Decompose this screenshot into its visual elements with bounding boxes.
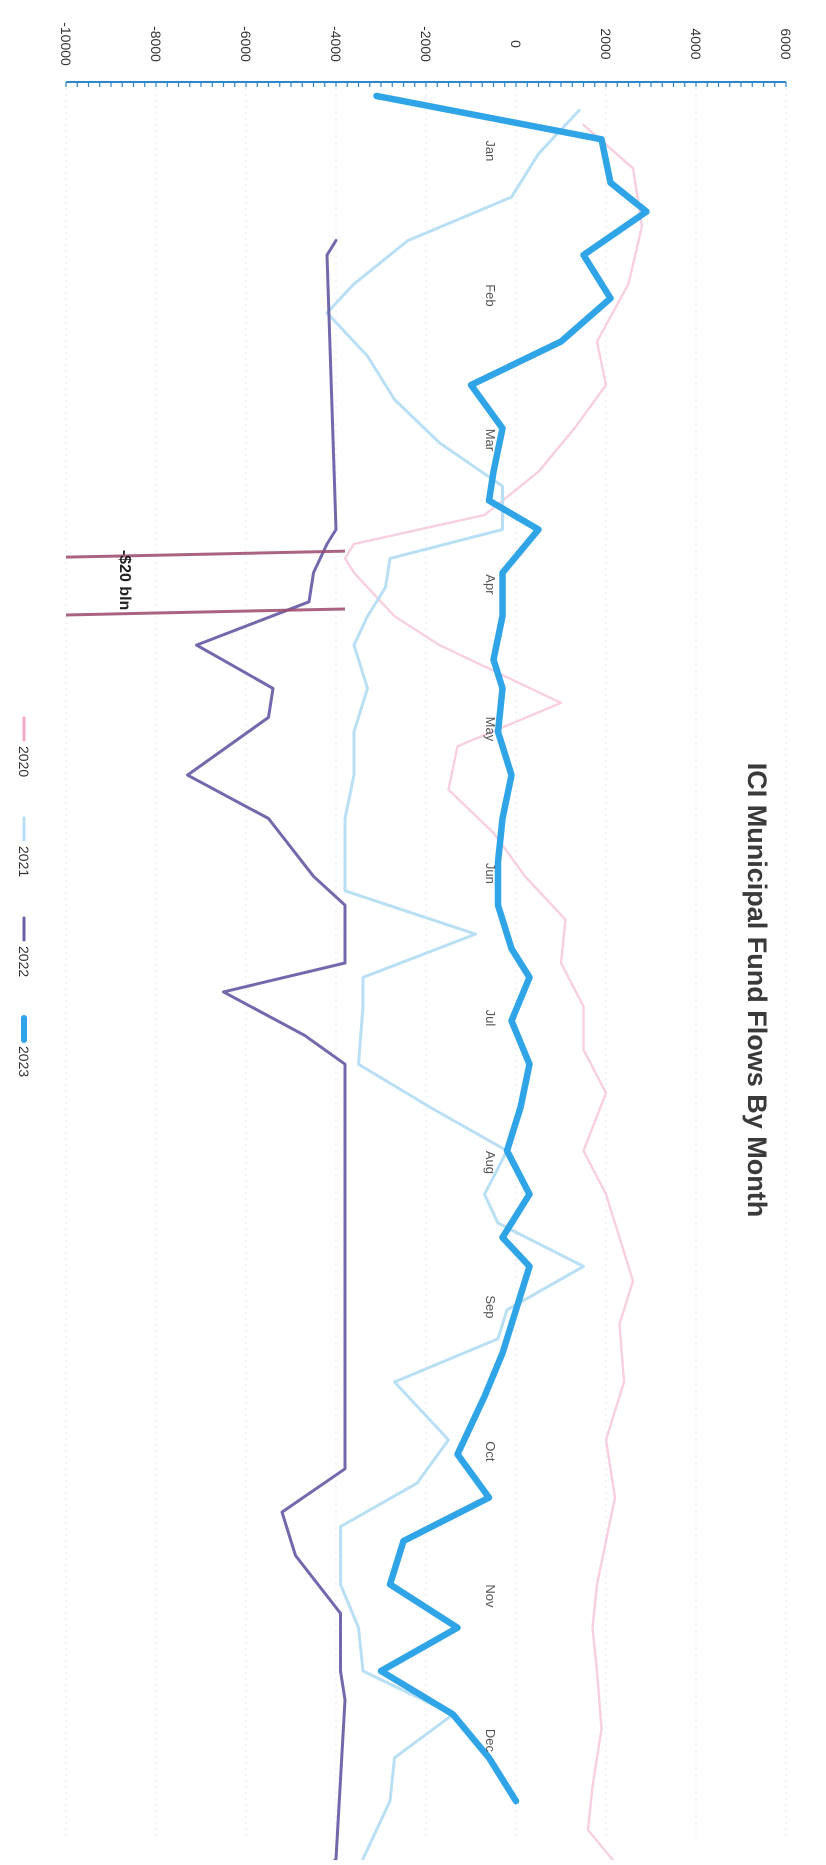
month-label: Jul	[483, 1010, 498, 1027]
annotation-label: -$20 bln	[116, 550, 133, 610]
month-label: Mar	[483, 429, 498, 452]
month-label: Jun	[483, 863, 498, 884]
month-label: Aug	[483, 1151, 498, 1174]
month-label: Dec	[483, 1729, 498, 1753]
series-line-2020	[343, 123, 644, 1865]
month-label: May	[483, 717, 498, 742]
annotation: -$20 bln	[65, 549, 346, 617]
series-line-2021	[325, 109, 585, 1865]
month-label: Oct	[483, 1441, 498, 1462]
y-tick-label: 2000	[598, 28, 614, 59]
annotation-line	[65, 607, 346, 617]
legend: 2020 2021 2022 2023	[16, 716, 32, 1077]
gridlines	[65, 88, 787, 1840]
annotation-line	[65, 549, 346, 559]
legend-label: 2021	[16, 846, 32, 877]
y-tick-label: 6000	[778, 28, 794, 59]
y-tick-label: 4000	[688, 28, 704, 59]
y-tick-label: -2000	[418, 26, 434, 62]
month-label: Nov	[483, 1584, 498, 1608]
month-labels: Jan Feb Mar Apr May Jun Jul Aug Sep Oct Nov Dec	[483, 140, 498, 1752]
legend-label: 2022	[16, 946, 32, 977]
y-tick-label: -6000	[238, 26, 254, 62]
month-label: Sep	[483, 1295, 498, 1318]
series-line-2023	[373, 92, 650, 1805]
legend-label: 2023	[16, 1046, 32, 1077]
chart-title: ICI Municipal Fund Flows By Month	[742, 763, 772, 1217]
month-label: Feb	[483, 284, 498, 306]
value-axis: -10000 -8000 -6000 -4000 -2000 0 2000 4000 6000	[58, 22, 794, 87]
legend-label: 2020	[16, 746, 32, 777]
series-lines	[186, 92, 650, 1865]
month-label: Apr	[483, 574, 498, 595]
month-label: Jan	[483, 140, 498, 161]
series-line-2022	[186, 239, 347, 1865]
y-tick-label: -4000	[328, 26, 344, 62]
y-tick-label: -10000	[58, 22, 74, 66]
y-tick-label: 0	[508, 40, 524, 48]
y-tick-label: -8000	[148, 26, 164, 62]
